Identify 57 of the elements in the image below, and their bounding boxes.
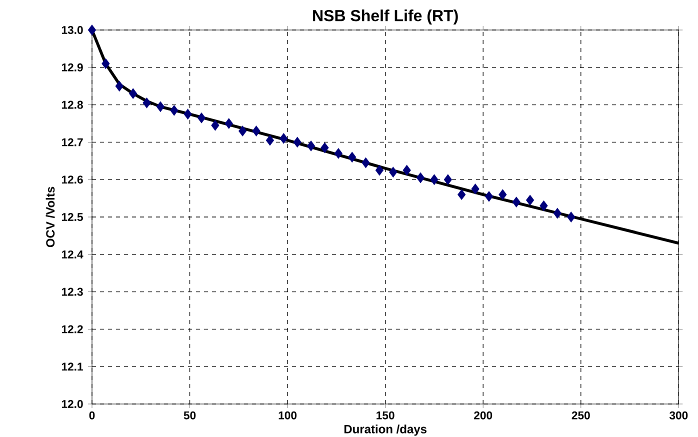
y-tick-label: 13.0 <box>62 26 83 34</box>
x-axis-title: Duration /days <box>344 424 427 436</box>
point <box>553 208 562 218</box>
point <box>567 212 576 222</box>
y-tick-label: 12.3 <box>62 288 83 296</box>
y-tick-label: 12.5 <box>62 213 83 222</box>
x-tick-label: 300 <box>669 411 688 420</box>
point <box>348 152 356 162</box>
point <box>266 135 274 146</box>
y-tick-label: 12.4 <box>62 250 84 258</box>
point <box>142 98 151 108</box>
point <box>402 165 411 176</box>
point <box>252 126 260 136</box>
x-tick-label: 0 <box>89 411 95 420</box>
point <box>211 120 220 131</box>
point <box>320 142 329 154</box>
point <box>293 137 302 148</box>
point <box>334 148 342 159</box>
point <box>102 58 110 69</box>
point <box>444 174 452 185</box>
point <box>416 172 425 183</box>
point <box>375 165 384 176</box>
y-tick-label: 12.6 <box>62 176 83 184</box>
point <box>88 24 96 36</box>
point <box>484 191 493 202</box>
point <box>184 108 192 120</box>
x-tick-label: 150 <box>376 411 394 420</box>
point <box>170 105 178 116</box>
point <box>458 189 466 200</box>
point <box>526 194 534 206</box>
x-tick-label: 250 <box>572 411 590 420</box>
y-tick-label: 12.8 <box>62 100 83 109</box>
x-tick-label: 200 <box>474 411 492 420</box>
point <box>280 133 288 144</box>
point <box>430 174 438 185</box>
y-tick-label: 12.1 <box>62 362 83 371</box>
y-tick-label: 12.7 <box>62 138 83 146</box>
point <box>362 158 370 168</box>
point <box>115 80 124 92</box>
point <box>198 112 206 124</box>
point <box>540 200 548 211</box>
x-tick-label: 100 <box>278 411 297 420</box>
point <box>224 118 233 129</box>
x-tick-label: 50 <box>184 411 196 420</box>
point <box>512 196 520 208</box>
y-tick-label: 12.9 <box>62 63 83 72</box>
y-tick-label: 12.2 <box>62 325 83 334</box>
point <box>471 184 480 194</box>
y-tick-label: 12.0 <box>62 400 83 408</box>
point <box>307 140 316 152</box>
point <box>238 126 247 136</box>
point <box>498 189 507 200</box>
y-axis-title: OCV /Volts <box>46 186 55 248</box>
point <box>156 101 164 112</box>
point <box>129 88 138 99</box>
point <box>389 166 398 178</box>
chart-title: NSB Shelf Life (RT) <box>313 10 458 24</box>
